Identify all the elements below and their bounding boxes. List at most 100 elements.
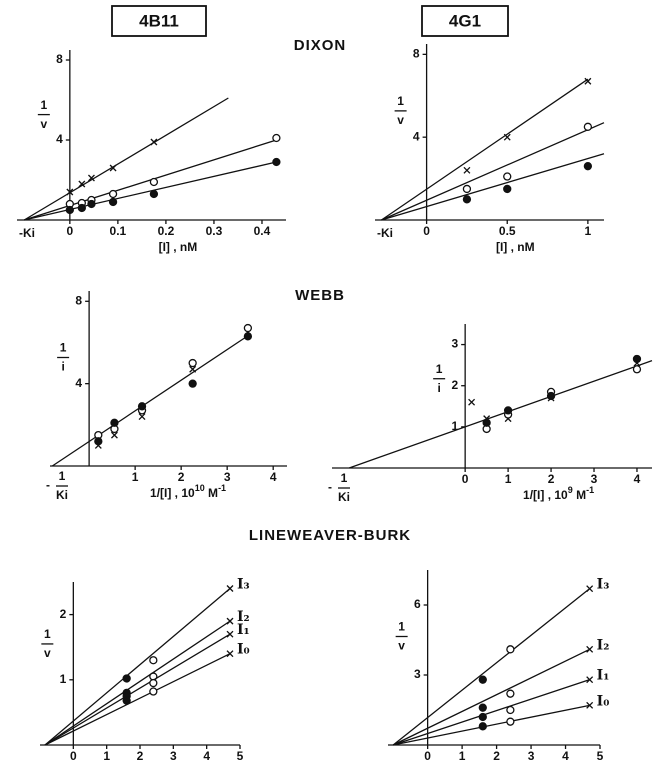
series-label: I₂ [237,609,250,625]
marker-circle [632,354,642,364]
marker-stroke [87,174,95,182]
fit-line [23,97,229,221]
series-label: I₃ [597,577,610,593]
label-denominator: i [61,360,64,374]
y-tick-label: 3 [414,667,421,681]
fit-line [44,620,231,746]
data-point [586,645,594,653]
data-point [478,675,487,684]
y-tick-label: 1 [451,419,458,433]
label-denominator: i [437,381,440,395]
marker-circle [122,696,131,705]
marker-circle [188,358,197,368]
data-point [272,133,281,143]
marker-stroke [109,164,117,172]
x-tick-label: 2 [178,470,185,484]
label-numerator: 1 [436,362,443,376]
marker-circle [110,418,119,427]
data-point [462,195,472,204]
marker-circle [583,122,593,131]
marker-circle [108,197,118,207]
marker-circle [108,189,118,199]
data-point [506,689,515,698]
x-tick-label: 0 [66,224,73,238]
x-tick-label: 3 [528,749,535,760]
y-tick-label: 4 [56,132,63,146]
marker-stroke [138,413,146,421]
data-point [77,203,86,213]
x-axis-label-part: 10 [195,483,205,493]
data-point [478,703,487,712]
marker-stroke [463,166,471,174]
fit-line [44,653,231,746]
data-point [478,712,487,722]
marker-stroke [584,77,592,85]
data-point [478,722,487,731]
label-denominator: Ki [56,488,68,502]
y-tick-label: 6 [414,597,421,611]
x-tick-label: 4 [270,470,277,484]
data-point [149,177,159,187]
x-tick-label: 0 [70,749,77,760]
x-axis-label: 1/[I] , 1010 M-1 [150,483,226,500]
data-point [503,172,512,181]
x-axis-label: [I] , nM [496,240,535,254]
panel-header: 4B11 [139,11,179,30]
x-tick-label: 2 [137,749,144,760]
data-point [243,332,253,341]
fit-line [51,333,251,467]
data-point [108,197,118,207]
marker-circle [77,203,86,213]
fit-line [381,78,589,221]
data-point [546,391,556,401]
data-point [482,418,491,427]
marker-stroke [226,630,234,638]
data-point [503,133,511,141]
marker-circle [503,406,513,415]
label-denominator: v [44,646,51,660]
x-axis-label-part: 1/[I] , 10 [523,488,568,502]
marker-circle [506,705,515,715]
series-label: I₃ [237,577,250,593]
x-tick-label: 0.2 [158,224,175,238]
x-axis-label-part: -1 [218,483,226,493]
marker-circle [478,675,487,684]
y-tick-label: 4 [413,129,420,143]
data-point [226,630,234,638]
data-point [226,585,234,592]
marker-circle [149,678,158,688]
marker-circle [243,323,253,333]
marker-circle [149,189,159,199]
x-tick-label: 1 [103,749,110,760]
fit-line [392,588,591,746]
data-point [586,701,594,709]
marker-circle [503,172,512,181]
panel-header: 4G1 [449,11,481,30]
x-axis-label-part: M [205,486,218,500]
marker-circle [87,199,96,209]
x-tick-label: 0.4 [254,224,271,238]
x-axis-label-part: 1/[I] , 10 [150,486,195,500]
x-axis-label-part: [I] , nM [159,240,198,254]
marker-circle [272,157,281,167]
data-point [463,166,471,174]
data-point [586,676,594,684]
data-point [65,205,74,215]
data-point [66,188,74,196]
marker-circle [482,418,491,427]
data-point [188,379,197,388]
y-tick-label: 2 [60,607,67,621]
data-point [149,678,158,688]
data-point [632,365,642,374]
data-point [137,402,147,411]
x-tick-label: 0 [462,472,469,486]
data-point [87,174,95,182]
label-denominator: v [397,113,404,127]
data-point [503,406,513,415]
data-point [506,717,515,726]
section-title: DIXON [294,37,347,54]
x-tick-label: 2 [493,749,500,760]
x-axis-label: 1/[I] , 109 M-1 [523,485,594,502]
